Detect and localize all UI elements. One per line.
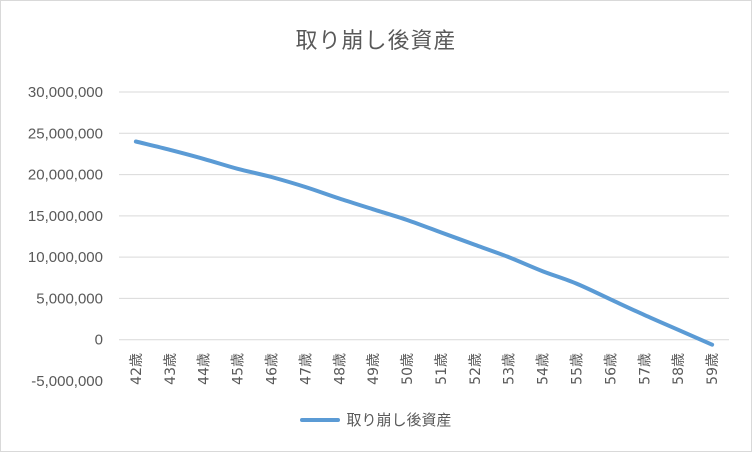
chart-title: 取り崩し後資産 — [295, 29, 457, 54]
y-tick-label: 5,000,000 — [36, 290, 103, 307]
gridlines — [119, 91, 729, 341]
y-tick-label: 15,000,000 — [28, 208, 103, 225]
x-tick-label: 47歳 — [298, 353, 314, 385]
x-tick-label: 51歳 — [434, 353, 450, 385]
x-tick-label: 48歳 — [332, 353, 348, 385]
x-axis-tick-labels: 42歳 43歳 44歳 45歳 46歳 47歳 48歳 49歳 50歳 51歳 52歳 53歳 54歳 5… — [129, 353, 721, 385]
y-tick-label: 10,000,000 — [28, 249, 103, 266]
legend-line-swatch — [300, 417, 341, 422]
series-line — [133, 139, 715, 347]
x-tick-label: 53歳 — [502, 353, 518, 385]
x-tick-label: 57歳 — [637, 353, 653, 385]
x-tick-label: 52歳 — [468, 353, 484, 385]
x-tick-label: 43歳 — [163, 353, 179, 385]
x-tick-label: 55歳 — [570, 353, 586, 385]
x-tick-label: 59歳 — [705, 353, 721, 385]
x-tick-label: 49歳 — [366, 353, 382, 385]
x-tick-label: 54歳 — [536, 353, 552, 385]
y-tick-label: 0 — [95, 332, 103, 349]
x-tick-label: 50歳 — [400, 353, 416, 385]
series-layer — [133, 139, 715, 347]
x-tick-label: 46歳 — [265, 353, 281, 385]
x-tick-label: 42歳 — [129, 353, 145, 385]
y-tick-label: 25,000,000 — [28, 125, 103, 142]
y-tick-label: -5,000,000 — [31, 373, 103, 390]
x-tick-label: 44歳 — [197, 353, 213, 385]
x-tick-label: 58歳 — [671, 353, 687, 385]
y-axis-tick-labels: 30,000,000 25,000,000 20,000,000 15,000,000… — [28, 84, 103, 390]
y-tick-label: 20,000,000 — [28, 167, 103, 184]
y-tick-label: 30,000,000 — [28, 84, 103, 101]
legend: 取り崩し後資産 — [1, 409, 751, 430]
legend-label: 取り崩し後資産 — [346, 411, 452, 429]
x-tick-label: 45歳 — [231, 353, 247, 385]
x-tick-label: 56歳 — [603, 353, 619, 385]
